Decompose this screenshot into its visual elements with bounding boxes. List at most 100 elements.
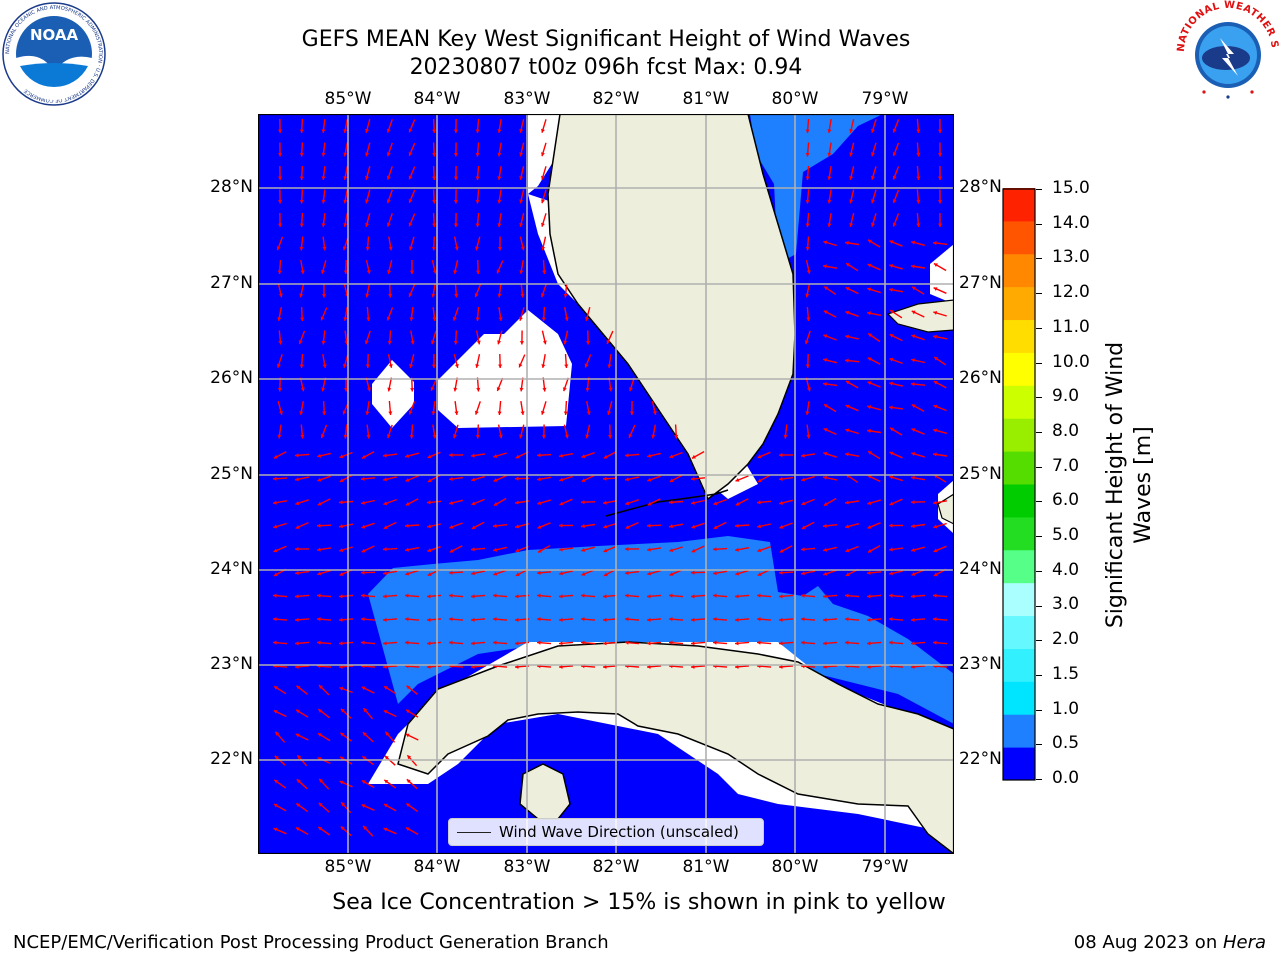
colorbar-swatch [1003, 253, 1035, 288]
wind-arrow [365, 377, 371, 392]
wind-arrow [889, 547, 903, 552]
lon-label-bottom: 83°W [503, 857, 551, 877]
wind-arrow [849, 166, 855, 180]
wind-arrow [360, 476, 376, 481]
lon-label-top: 84°W [413, 89, 461, 109]
wind-arrow [932, 617, 948, 622]
wind-arrow [497, 212, 502, 228]
wind-arrow [558, 453, 574, 458]
footer-branch: NCEP/EMC/Verification Post Processing Pr… [13, 932, 609, 953]
wind-arrow [580, 500, 596, 505]
lat-label-left: 22°N [210, 749, 253, 769]
wind-arrow [712, 593, 728, 598]
wind-arrow [452, 307, 459, 321]
wind-arrow [668, 617, 684, 622]
wind-arrow [475, 212, 480, 228]
wind-arrow [932, 593, 948, 598]
wind-arrow [646, 617, 662, 622]
lat-label-left: 26°N [210, 368, 253, 388]
wind-arrow [585, 377, 590, 392]
wind-arrow [409, 236, 415, 251]
wind-arrow [668, 593, 684, 598]
wind-arrow [362, 707, 374, 720]
wind-arrow [519, 213, 525, 227]
wind-arrow [386, 424, 393, 439]
wind-arrow [408, 189, 416, 204]
colorbar-label: Significant Height of Wind Waves [m] [1102, 315, 1158, 655]
wind-arrow [453, 118, 458, 134]
wind-arrow [735, 475, 749, 482]
wind-arrow [299, 283, 305, 298]
wind-arrow [453, 424, 459, 439]
wind-arrow [562, 377, 569, 392]
wind-arrow [734, 664, 750, 669]
wind-arrow [602, 476, 618, 481]
wind-arrow [386, 213, 393, 227]
wind-arrow [365, 166, 371, 180]
wind-arrow [559, 475, 573, 482]
wind-arrow [497, 283, 502, 298]
wind-arrow [541, 424, 546, 439]
wind-arrow [339, 474, 353, 483]
wind-arrow [316, 523, 332, 528]
wind-arrow [888, 617, 904, 622]
wind-arrow [713, 521, 727, 530]
wind-arrow [757, 474, 771, 483]
lon-label-top: 80°W [771, 89, 819, 109]
wind-arrow [519, 259, 524, 275]
wind-arrow [343, 165, 348, 181]
wind-arrow [888, 593, 904, 598]
wind-arrow [756, 617, 772, 622]
wind-arrow [564, 353, 569, 369]
wind-arrow [690, 664, 706, 669]
wind-arrow [647, 569, 661, 576]
wind-arrow [404, 523, 420, 528]
nodata-patch-2 [438, 310, 572, 428]
wind-arrow [805, 118, 810, 134]
wind-arrow [849, 189, 855, 204]
wind-arrow [624, 476, 640, 482]
wind-arrow [867, 474, 881, 483]
wind-arrow [295, 733, 309, 741]
footer-machine: Hera [1222, 932, 1266, 953]
wind-arrow [844, 593, 860, 598]
wind-arrow [889, 451, 903, 459]
wind-arrow [871, 142, 877, 157]
wind-arrow [431, 330, 437, 345]
wind-arrow [559, 570, 573, 576]
wind-arrow [343, 118, 348, 134]
colorbar-tick-mark [1036, 258, 1042, 260]
wind-arrow [800, 617, 816, 622]
colorbar-swatch [1003, 516, 1035, 551]
wind-arrow [628, 424, 636, 439]
wind-arrow [889, 240, 903, 247]
wind-arrow [844, 640, 860, 645]
colorbar-tick-mark [1036, 640, 1042, 642]
wind-arrow [321, 330, 326, 345]
wind-arrow [822, 475, 838, 481]
wind-arrow [470, 617, 486, 622]
lat-label-left: 27°N [210, 273, 253, 293]
wind-arrow [625, 521, 639, 530]
colorbar-tick-label: 13.0 [1052, 247, 1090, 268]
wind-arrow [409, 424, 414, 439]
wind-arrow [805, 236, 810, 251]
wind-arrow [867, 332, 881, 343]
wind-arrow [537, 544, 551, 554]
wind-arrow [493, 569, 507, 576]
wind-arrow [338, 641, 354, 646]
wind-arrow [558, 523, 574, 528]
wind-arrow [603, 451, 617, 459]
wind-arrow [932, 241, 948, 246]
florida-keys [605, 489, 729, 517]
wind-arrow [273, 522, 287, 529]
wind-arrow [558, 594, 574, 599]
wind-arrow [537, 522, 551, 529]
wind-arrow [916, 189, 921, 204]
wind-arrow [805, 283, 811, 298]
wind-arrow [361, 779, 375, 789]
wind-arrow [651, 401, 657, 415]
wind-arrow [823, 403, 837, 413]
nws-logo: NATIONAL WEATHER SERVICE [1172, 0, 1280, 104]
wind-arrow [430, 377, 438, 392]
